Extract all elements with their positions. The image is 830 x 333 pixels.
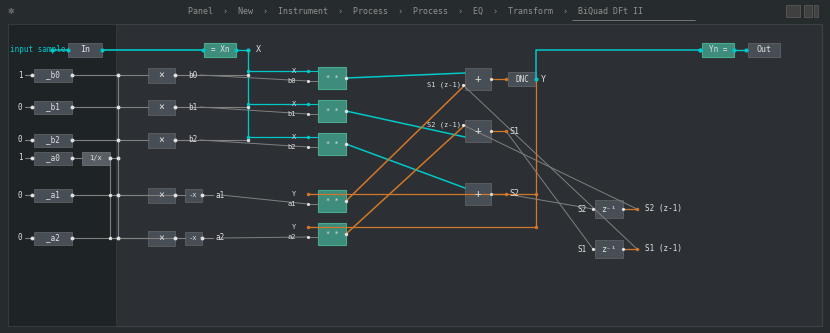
FancyBboxPatch shape (318, 100, 346, 122)
Text: b2: b2 (188, 136, 198, 145)
Text: Y: Y (540, 75, 545, 84)
Text: ×: × (158, 70, 164, 80)
FancyBboxPatch shape (465, 120, 491, 142)
FancyBboxPatch shape (786, 5, 800, 17)
Text: +: + (475, 126, 481, 136)
Text: In: In (80, 46, 90, 55)
Text: ×: × (158, 135, 164, 145)
Text: Y: Y (292, 224, 296, 230)
Text: +: + (475, 189, 481, 199)
FancyBboxPatch shape (814, 5, 818, 17)
FancyBboxPatch shape (8, 24, 116, 326)
Text: S1: S1 (509, 127, 519, 136)
FancyBboxPatch shape (68, 43, 102, 57)
Text: X: X (292, 101, 296, 107)
Text: DNC: DNC (515, 75, 529, 84)
Text: _b0: _b0 (46, 71, 60, 80)
Text: b1: b1 (188, 103, 198, 112)
Text: -x: -x (188, 192, 198, 198)
FancyBboxPatch shape (34, 134, 72, 147)
FancyBboxPatch shape (0, 0, 830, 22)
Text: * *: * * (325, 75, 339, 81)
FancyBboxPatch shape (508, 72, 536, 86)
Text: 0: 0 (17, 190, 22, 199)
Text: S1: S1 (578, 244, 587, 253)
Text: a2: a2 (215, 233, 225, 242)
FancyBboxPatch shape (318, 67, 346, 89)
FancyBboxPatch shape (595, 240, 623, 258)
Text: 0: 0 (17, 136, 22, 145)
FancyBboxPatch shape (595, 200, 623, 218)
FancyBboxPatch shape (148, 133, 175, 148)
Text: 0: 0 (17, 103, 22, 112)
Text: 1: 1 (17, 154, 22, 163)
FancyBboxPatch shape (148, 231, 175, 246)
FancyBboxPatch shape (185, 189, 202, 202)
Text: z⁻¹: z⁻¹ (602, 204, 617, 213)
FancyBboxPatch shape (185, 232, 202, 245)
FancyBboxPatch shape (34, 69, 72, 82)
FancyBboxPatch shape (148, 100, 175, 115)
FancyBboxPatch shape (34, 152, 72, 165)
Text: 1: 1 (17, 71, 22, 80)
Text: a1: a1 (215, 190, 225, 199)
Text: = Xn: = Xn (211, 46, 229, 55)
Text: input sample: input sample (10, 46, 66, 55)
Text: ✱: ✱ (7, 6, 14, 16)
Text: * *: * * (325, 198, 339, 204)
Text: S2 (z-1): S2 (z-1) (645, 204, 682, 213)
FancyBboxPatch shape (148, 68, 175, 83)
Text: b1: b1 (287, 111, 296, 117)
Text: b0: b0 (287, 78, 296, 84)
Text: * *: * * (325, 231, 339, 237)
FancyBboxPatch shape (702, 43, 734, 57)
Text: S2 (z-1): S2 (z-1) (427, 122, 461, 128)
Text: 0: 0 (17, 233, 22, 242)
Text: a2: a2 (287, 234, 296, 240)
Text: * *: * * (325, 108, 339, 114)
Text: S2: S2 (509, 189, 519, 198)
Text: -x: -x (188, 235, 198, 241)
FancyBboxPatch shape (82, 152, 110, 165)
Text: Panel  ›  New  ›  Instrument  ›  Process  ›  Process  ›  EQ  ›  Transform  ›  Bi: Panel › New › Instrument › Process › Pro… (188, 7, 642, 16)
Text: z⁻¹: z⁻¹ (602, 244, 617, 253)
Text: X: X (292, 68, 296, 74)
Text: 1/x: 1/x (90, 155, 102, 161)
FancyBboxPatch shape (465, 183, 491, 205)
Text: a1: a1 (287, 201, 296, 207)
Text: S1 (z-1): S1 (z-1) (427, 82, 461, 88)
FancyBboxPatch shape (34, 101, 72, 114)
FancyBboxPatch shape (148, 188, 175, 203)
Text: Out: Out (756, 46, 772, 55)
Text: ×: × (158, 190, 164, 200)
Text: _b1: _b1 (46, 103, 60, 112)
FancyBboxPatch shape (34, 232, 72, 245)
Text: * *: * * (325, 141, 339, 147)
FancyBboxPatch shape (204, 43, 236, 57)
Text: _b2: _b2 (46, 136, 60, 145)
FancyBboxPatch shape (318, 133, 346, 155)
Text: X: X (292, 134, 296, 140)
Text: Y: Y (292, 191, 296, 197)
FancyBboxPatch shape (465, 68, 491, 90)
FancyBboxPatch shape (318, 190, 346, 212)
Text: S2: S2 (578, 204, 587, 213)
Text: b2: b2 (287, 144, 296, 150)
FancyBboxPatch shape (804, 5, 812, 17)
Text: ×: × (158, 233, 164, 243)
Text: ×: × (158, 102, 164, 112)
FancyBboxPatch shape (8, 24, 822, 326)
Text: Yn =: Yn = (709, 46, 727, 55)
Text: S1 (z-1): S1 (z-1) (645, 244, 682, 253)
Text: _a2: _a2 (46, 233, 60, 242)
Text: b0: b0 (188, 71, 198, 80)
FancyBboxPatch shape (318, 223, 346, 245)
FancyBboxPatch shape (748, 43, 780, 57)
Text: _a0: _a0 (46, 154, 60, 163)
Text: X: X (256, 46, 261, 55)
Text: +: + (475, 74, 481, 84)
Text: _a1: _a1 (46, 190, 60, 199)
FancyBboxPatch shape (34, 189, 72, 202)
